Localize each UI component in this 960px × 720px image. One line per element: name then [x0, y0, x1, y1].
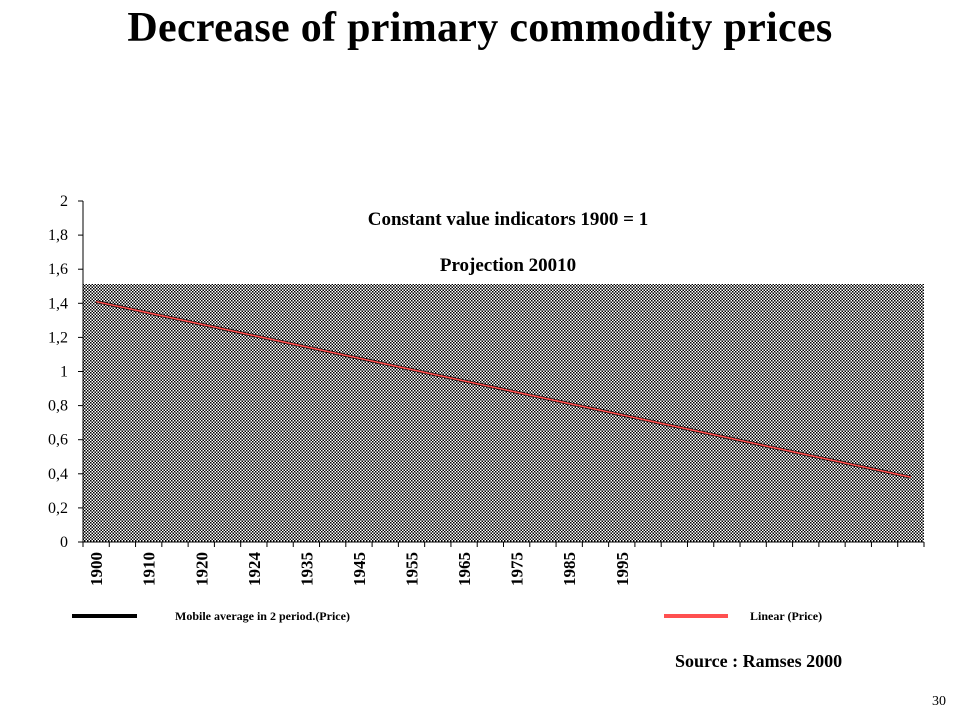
y-tick-label: 1,8 [48, 227, 68, 244]
legend-label: Mobile average in 2 period.(Price) [175, 609, 350, 623]
y-tick-label: 1,2 [48, 329, 68, 346]
page-number: 30 [932, 694, 946, 709]
slide-title: Decrease of primary commodity prices [127, 5, 833, 51]
source-note: Source : Ramses 2000 [675, 651, 843, 671]
x-tick-label: 1910 [140, 552, 159, 586]
y-tick-label: 0,2 [48, 500, 68, 517]
x-tick-label: 1955 [403, 552, 422, 586]
y-tick-label: 0 [60, 534, 68, 551]
x-tick-label: 1995 [613, 552, 632, 586]
x-tick-label: 1920 [192, 552, 211, 586]
y-tick-label: 2 [60, 193, 68, 210]
y-tick-label: 1 [60, 364, 68, 381]
plot-area [83, 284, 924, 542]
y-tick-label: 0,6 [48, 432, 68, 449]
x-tick-label: 1900 [87, 552, 106, 586]
x-tick-label: 1945 [350, 552, 369, 586]
x-tick-label: 1935 [297, 552, 316, 586]
series-line-linear [95, 300, 912, 478]
x-tick-label: 1965 [455, 552, 474, 586]
y-tick-label: 0,8 [48, 398, 68, 415]
x-tick-label: 1985 [560, 552, 579, 586]
y-tick-label: 0,4 [48, 466, 68, 483]
y-tick-label: 1,6 [48, 261, 68, 278]
x-tick-label: 1975 [508, 552, 527, 586]
chart-title: Constant value indicators 1900 = 1 [368, 209, 649, 230]
x-tick-label: 1924 [245, 552, 264, 587]
y-tick-label: 1,4 [48, 295, 68, 312]
legend-label: Linear (Price) [750, 609, 822, 623]
chart-subtitle: Projection 20010 [440, 255, 576, 276]
